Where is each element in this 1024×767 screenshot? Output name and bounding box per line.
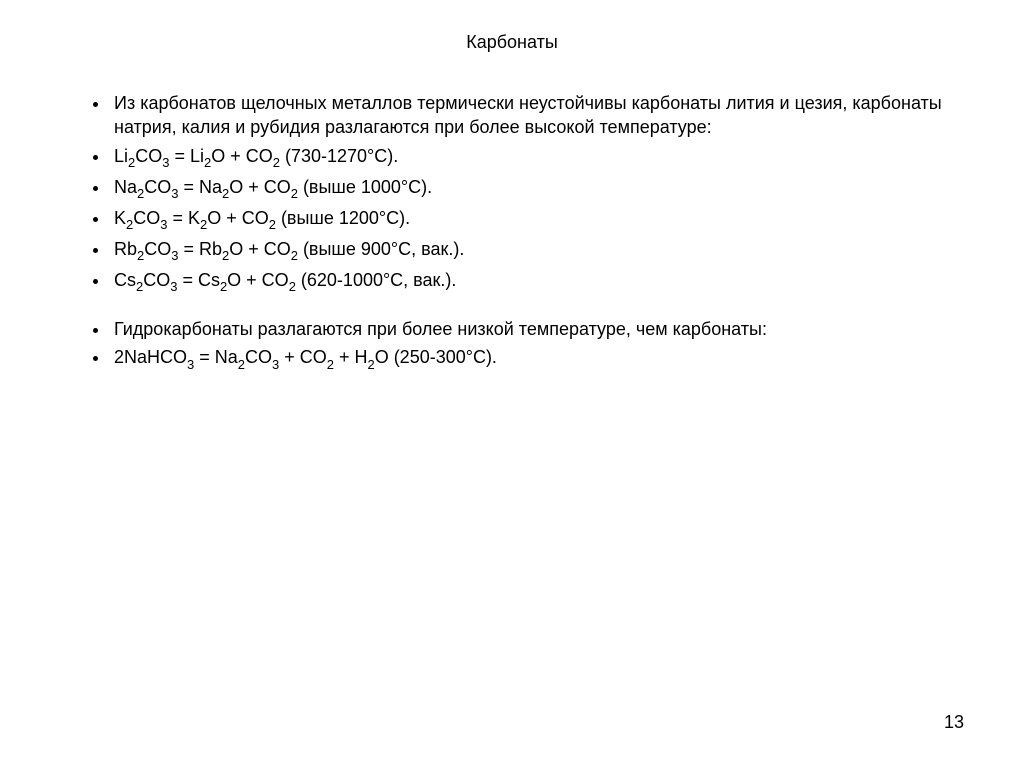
subscript: 2 [204, 155, 211, 170]
subscript: 2 [128, 155, 135, 170]
subscript: 2 [269, 217, 276, 232]
subscript: 2 [327, 357, 334, 372]
subscript: 2 [222, 248, 229, 263]
formula-part: O + CO [207, 208, 269, 228]
subscript: 3 [171, 186, 178, 201]
list-item: Cs2CO3 = Cs2O + CO2 (620-1000°C, вак.). [110, 268, 954, 295]
formula-part: O + CO [227, 270, 289, 290]
subscript: 2 [200, 217, 207, 232]
list-item: K2CO3 = K2O + CO2 (выше 1200°C). [110, 206, 954, 233]
formula-part: Cs [198, 270, 220, 290]
formula-part: O + CO [229, 239, 291, 259]
bullet-list: Из карбонатов щелочных металлов термичес… [70, 91, 954, 372]
formula-part: 2NaHCO [114, 347, 187, 367]
formula-part: O + CO [229, 177, 291, 197]
condition-text: (выше 900°C, вак.). [298, 239, 464, 259]
condition-text: (620-1000°C, вак.). [296, 270, 457, 290]
subscript: 2 [238, 357, 245, 372]
page-title: Карбонаты [70, 32, 954, 53]
list-item: Li2CO3 = Li2O + CO2 (730-1270°C). [110, 144, 954, 171]
formula-part: Li [190, 146, 204, 166]
subscript: 3 [272, 357, 279, 372]
list-item: Rb2CO3 = Rb2O + CO2 (выше 900°C, вак.). [110, 237, 954, 264]
formula-part: CO [245, 347, 272, 367]
subscript: 2 [220, 279, 227, 294]
formula-part: Na [114, 177, 137, 197]
page-number: 13 [944, 712, 964, 733]
formula-part: Cs [114, 270, 136, 290]
formula-part: = Na [194, 347, 238, 367]
formula-part: Li [114, 146, 128, 166]
list-item: Гидрокарбонаты разлагаются при более низ… [110, 317, 954, 341]
subscript: 2 [126, 217, 133, 232]
subscript: 2 [291, 186, 298, 201]
condition-text: (выше 1000°C). [298, 177, 432, 197]
subscript: 2 [289, 279, 296, 294]
subscript: 2 [273, 155, 280, 170]
formula-part: CO [133, 208, 160, 228]
formula-part: Na [199, 177, 222, 197]
formula-part: + H [334, 347, 368, 367]
formula-part: K [114, 208, 126, 228]
condition-text: (выше 1200°C). [276, 208, 410, 228]
formula-part: CO [144, 239, 171, 259]
subscript: 3 [187, 357, 194, 372]
subscript: 3 [162, 155, 169, 170]
subscript: 2 [137, 248, 144, 263]
subscript: 2 [136, 279, 143, 294]
formula-part: CO [143, 270, 170, 290]
subscript: 3 [160, 217, 167, 232]
formula-part: O + CO [211, 146, 273, 166]
subscript: 2 [367, 357, 374, 372]
subscript: 3 [171, 248, 178, 263]
condition-text: O (250-300°C). [375, 347, 497, 367]
subscript: 2 [222, 186, 229, 201]
formula-part: CO [144, 177, 171, 197]
condition-text: (730-1270°C). [280, 146, 398, 166]
formula-part: CO [135, 146, 162, 166]
subscript: 2 [291, 248, 298, 263]
list-item: Na2CO3 = Na2O + CO2 (выше 1000°C). [110, 175, 954, 202]
subscript: 3 [170, 279, 177, 294]
slide-page: Карбонаты Из карбонатов щелочных металло… [0, 0, 1024, 767]
list-item: 2NaHCO3 = Na2CO3 + CO2 + H2O (250-300°C)… [110, 345, 954, 372]
formula-part: Rb [199, 239, 222, 259]
formula-part: + CO [279, 347, 327, 367]
formula-part: Rb [114, 239, 137, 259]
list-item: Из карбонатов щелочных металлов термичес… [110, 91, 954, 140]
formula-part: K [188, 208, 200, 228]
subscript: 2 [137, 186, 144, 201]
